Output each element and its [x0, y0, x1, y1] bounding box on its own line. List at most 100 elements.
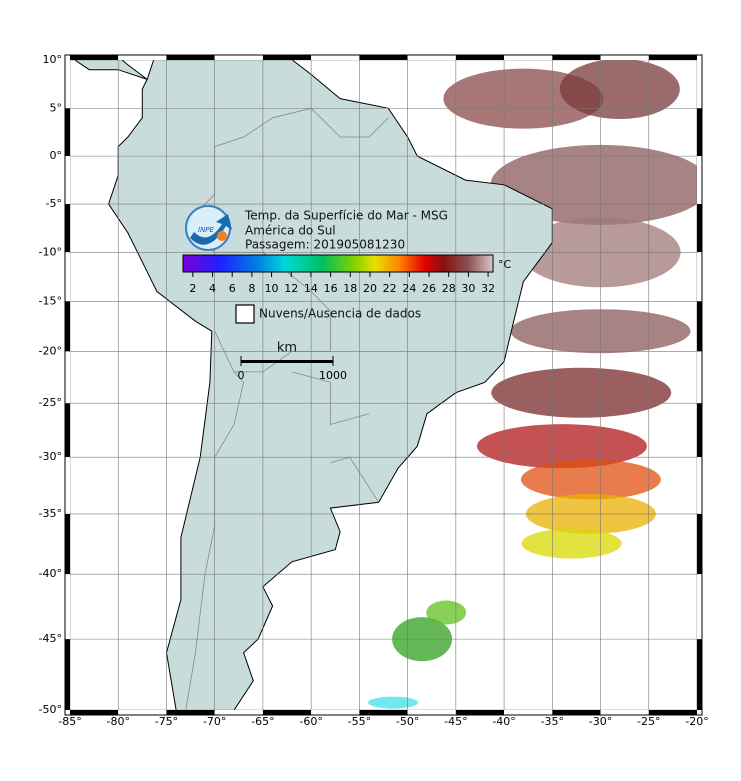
- colorbar-tick-label: 30: [461, 282, 475, 295]
- frame-segment: [65, 156, 70, 205]
- frame-outline: [64, 54, 703, 716]
- title: Temp. da Superfície do Mar - MSG: [244, 209, 448, 223]
- frame-segment: [600, 55, 649, 60]
- frame-segment: [697, 457, 702, 514]
- lat-tick-label: -35°: [39, 507, 62, 520]
- colorbar-tick-label: 24: [402, 282, 416, 295]
- legend-label: Nuvens/Ausencia de dados: [259, 307, 421, 321]
- frame-segment: [262, 710, 312, 715]
- frame-segment: [697, 574, 702, 640]
- frame-segment: [65, 639, 70, 710]
- legend: INPE Temp. da Superfície do Mar - MSG Am…: [182, 205, 512, 382]
- frame-segment: [600, 710, 649, 715]
- lon-tick-label: -85°: [58, 715, 81, 728]
- frame-segment: [214, 710, 263, 715]
- frame-segment: [455, 710, 505, 715]
- frame-segment: [552, 710, 601, 715]
- frame-segment: [118, 55, 167, 60]
- lat-tick-label: -40°: [39, 567, 62, 580]
- frame-segment: [65, 108, 70, 157]
- frame-segment: [214, 55, 263, 60]
- colorbar-tick-label: 18: [343, 282, 357, 295]
- lon-tick-label: -65°: [251, 715, 274, 728]
- colorbar-unit: °C: [498, 258, 512, 271]
- frame-segment: [65, 574, 70, 640]
- colorbar-tick-label: 22: [383, 282, 397, 295]
- colorbar-tick-label: 28: [442, 282, 456, 295]
- colorbar-tick-label: 8: [248, 282, 255, 295]
- frame-segment: [697, 639, 702, 710]
- frame-segment: [65, 204, 70, 253]
- colorbar-tick-label: 26: [422, 282, 436, 295]
- colorbar-tick-label: 16: [324, 282, 338, 295]
- sst-patch: [426, 600, 467, 625]
- frame-segment: [166, 710, 215, 715]
- lat-tick-label: -5°: [46, 197, 62, 210]
- frame-segment: [697, 156, 702, 205]
- frame-segment: [118, 710, 167, 715]
- frame-segment: [407, 710, 456, 715]
- frame-segment: [455, 55, 505, 60]
- scale-unit: km: [277, 341, 297, 356]
- frame-segment: [697, 351, 702, 404]
- colorbar-tick-label: 20: [363, 282, 377, 295]
- sst-patch: [559, 60, 680, 120]
- lat-tick-label: -50°: [39, 703, 62, 716]
- frame-segment: [407, 55, 456, 60]
- colorbar: [182, 254, 494, 273]
- frame-segment: [697, 252, 702, 302]
- frame-segment: [65, 457, 70, 514]
- lat-tick-label: -30°: [39, 450, 62, 463]
- frame-segment: [65, 351, 70, 404]
- lon-tick-label: -25°: [637, 715, 660, 728]
- colorbar-tick-label: 10: [265, 282, 279, 295]
- legend-swatch: [235, 304, 255, 324]
- frame-segment: [697, 60, 702, 109]
- lon-tick-label: -60°: [299, 715, 322, 728]
- sst-patch: [368, 696, 419, 709]
- lon-tick-label: -30°: [589, 715, 612, 728]
- lat-tick-label: -10°: [39, 245, 62, 258]
- frame-segment: [504, 55, 553, 60]
- lon-tick-label: -70°: [203, 715, 226, 728]
- frame-segment: [552, 55, 601, 60]
- central-america: [73, 60, 148, 80]
- sst-patch: [491, 367, 672, 418]
- frame-segment: [70, 710, 119, 715]
- frame-segment: [166, 55, 215, 60]
- frame-segment: [648, 55, 697, 60]
- frame-segment: [262, 55, 312, 60]
- lon-tick-label: -75°: [155, 715, 178, 728]
- frame-segment: [65, 513, 70, 575]
- frame-segment: [70, 55, 119, 60]
- frame-segment: [311, 55, 360, 60]
- frame-segment: [697, 204, 702, 253]
- scale-label: 1000: [319, 369, 347, 382]
- lat-tick-label: 5°: [50, 101, 63, 114]
- logo-arrow: [190, 214, 232, 245]
- frame-segment: [648, 710, 697, 715]
- lon-tick-label: -35°: [541, 715, 564, 728]
- frame-segment: [311, 710, 360, 715]
- colorbar-tick-label: 14: [304, 282, 318, 295]
- frame-segment: [697, 513, 702, 575]
- logo-sun: [217, 231, 227, 241]
- frame-segment: [359, 710, 408, 715]
- lon-tick-label: -40°: [492, 715, 515, 728]
- lon-tick-label: -50°: [396, 715, 419, 728]
- scale-label: 0: [238, 369, 245, 382]
- frame-segment: [359, 55, 408, 60]
- colorbar-tick-label: 6: [229, 282, 236, 295]
- lat-tick-label: -25°: [39, 396, 62, 409]
- lon-tick-label: -55°: [348, 715, 371, 728]
- pass-time: Passagem: 201905081230: [245, 238, 405, 252]
- scale-bar: [241, 360, 333, 363]
- lat-tick-label: -20°: [39, 344, 62, 357]
- lon-tick-label: -45°: [444, 715, 467, 728]
- frame-segment: [697, 403, 702, 458]
- subtitle: América do Sul: [245, 224, 336, 238]
- lat-tick-label: -45°: [39, 632, 62, 645]
- frame-segment: [65, 301, 70, 352]
- frame-segment: [65, 403, 70, 458]
